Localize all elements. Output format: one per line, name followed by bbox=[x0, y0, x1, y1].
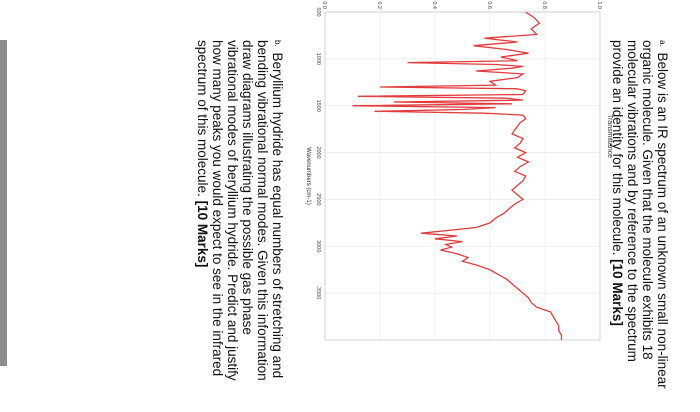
y-tick-label: 0.0 bbox=[321, 1, 327, 9]
y-axis-title: Transmittance bbox=[606, 114, 613, 158]
x-tick-label: 3000 bbox=[315, 240, 321, 252]
question-b: b. Beryllium hydride has equal numbers o… bbox=[195, 40, 285, 400]
x-tick-label: 3500 bbox=[315, 287, 321, 299]
question-b-letter: b. bbox=[273, 40, 282, 47]
chart-axes: 0.0 0.2 0.4 0.6 0.8 1.0 500 1000 1500 2000 2500 300… bbox=[315, 1, 602, 341]
x-tick-label: 1000 bbox=[315, 53, 321, 65]
question-b-marks: [10 Marks] bbox=[195, 200, 210, 268]
y-tick-label: 0.8 bbox=[541, 1, 547, 9]
y-tick-label: 1.0 bbox=[596, 1, 602, 9]
x-tick-label: 500 bbox=[315, 7, 321, 16]
x-axis-title: Wavenumbers (cm-1) bbox=[305, 147, 311, 204]
rotated-document-page: a. Below is an IR spectrum of an unknown… bbox=[180, 0, 700, 412]
x-tick-label: 1500 bbox=[315, 100, 321, 112]
plot-frame bbox=[324, 11, 601, 341]
left-margin-bar bbox=[0, 40, 7, 366]
y-tick-label: 0.2 bbox=[376, 1, 382, 9]
ir-spectrum-chart: 0.0 0.2 0.4 0.6 0.8 1.0 500 1000 1500 2000 2500 300… bbox=[305, 1, 613, 341]
spectrum-line bbox=[352, 11, 563, 340]
y-tick-label: 0.4 bbox=[431, 1, 437, 9]
x-tick-label: 2000 bbox=[315, 146, 321, 158]
x-tick-label: 2500 bbox=[315, 193, 321, 205]
y-tick-label: 0.6 bbox=[486, 1, 492, 9]
